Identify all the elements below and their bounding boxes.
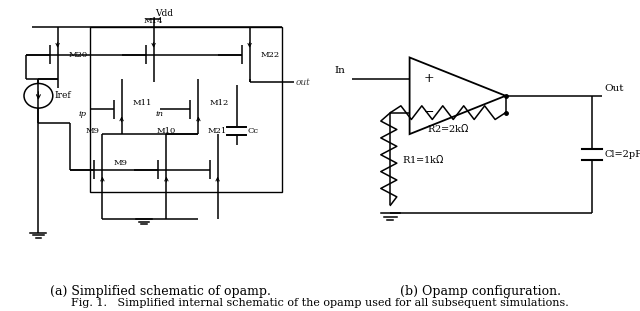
- Text: M9: M9: [114, 159, 127, 167]
- Text: M14: M14: [144, 16, 163, 25]
- Bar: [90, 27, 282, 192]
- Text: −: −: [424, 106, 434, 119]
- Text: out: out: [296, 78, 311, 86]
- Text: Out: Out: [605, 84, 624, 93]
- Text: R2=2k$\Omega$: R2=2k$\Omega$: [427, 122, 469, 134]
- Text: Cl=2pF: Cl=2pF: [605, 150, 640, 159]
- Text: (b) Opamp configuration.: (b) Opamp configuration.: [399, 285, 561, 298]
- Text: M9: M9: [85, 128, 99, 136]
- Text: M21: M21: [208, 128, 227, 136]
- Text: +: +: [424, 72, 434, 86]
- Text: ip: ip: [79, 109, 86, 118]
- Text: M20: M20: [69, 51, 88, 59]
- Text: in: in: [156, 109, 163, 118]
- Text: In: In: [335, 66, 346, 75]
- Text: (a) Simplified schematic of opamp.: (a) Simplified schematic of opamp.: [49, 285, 271, 298]
- Text: M10: M10: [157, 128, 176, 136]
- Text: Fig. 1.   Simplified internal schematic of the opamp used for all subsequent sim: Fig. 1. Simplified internal schematic of…: [71, 298, 569, 308]
- Text: Cc: Cc: [248, 128, 259, 135]
- Text: Vdd: Vdd: [156, 9, 173, 18]
- Text: M11: M11: [133, 99, 152, 107]
- Text: R1=1k$\Omega$: R1=1k$\Omega$: [402, 153, 444, 165]
- Text: M22: M22: [261, 51, 280, 59]
- Text: M12: M12: [210, 99, 229, 107]
- Text: Iref: Iref: [54, 91, 71, 100]
